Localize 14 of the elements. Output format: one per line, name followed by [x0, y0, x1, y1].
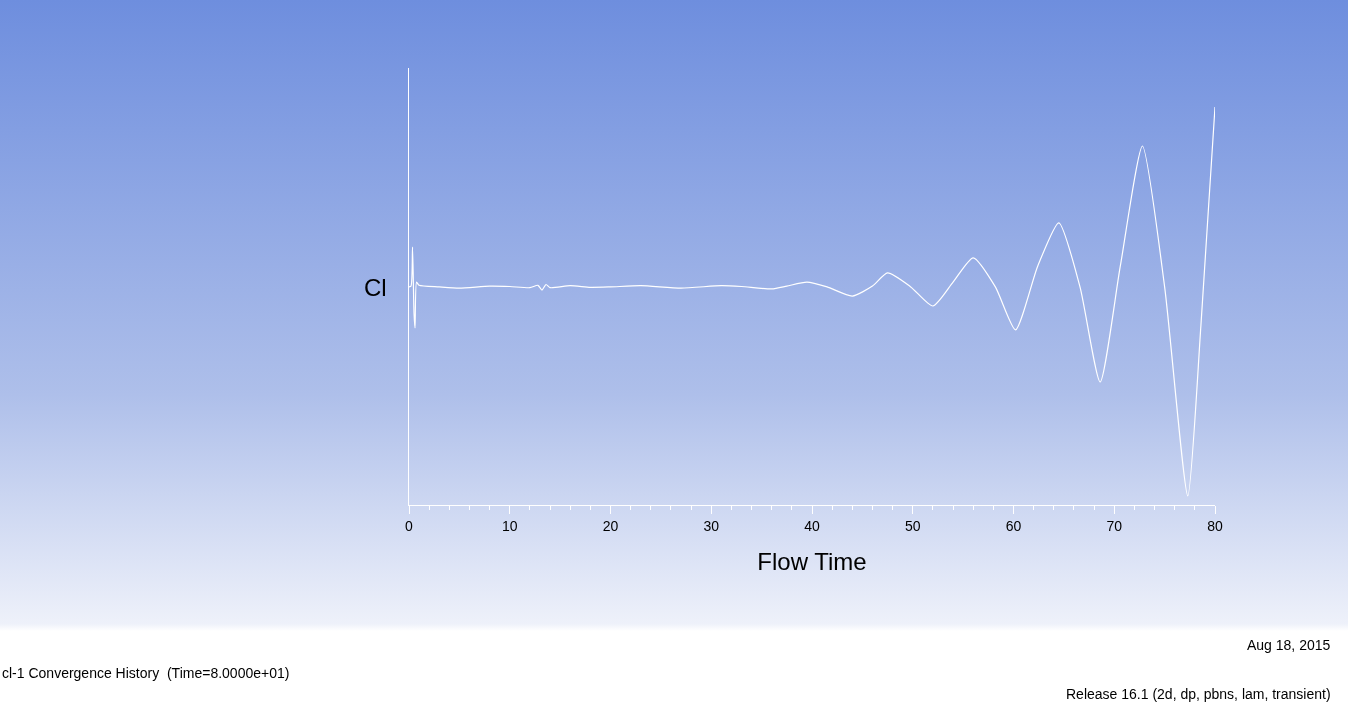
x-tick-label: 70 — [1106, 517, 1123, 534]
x-tick-label: 40 — [804, 517, 820, 534]
text: Aug 18, 2015 — [1247, 637, 1331, 653]
x-tick-label: 0 — [405, 517, 414, 534]
x-tick-label: 50 — [904, 517, 921, 534]
x-tick-label: 10 — [501, 517, 518, 534]
x-tick-label: 20 — [602, 517, 619, 534]
x-tick-label: 30 — [703, 517, 720, 534]
text: cl-1 Convergence History (Time=8.0000e+01) — [2, 665, 290, 681]
x-tick-label: 80 — [1207, 517, 1223, 534]
y-axis-title: Cl — [364, 274, 387, 301]
x-axis-title: Flow Time — [757, 548, 867, 576]
text: Release 16.1 (2d, dp, pbns, lam, transient) — [1066, 686, 1331, 702]
x-tick-label: 60 — [1005, 517, 1022, 534]
